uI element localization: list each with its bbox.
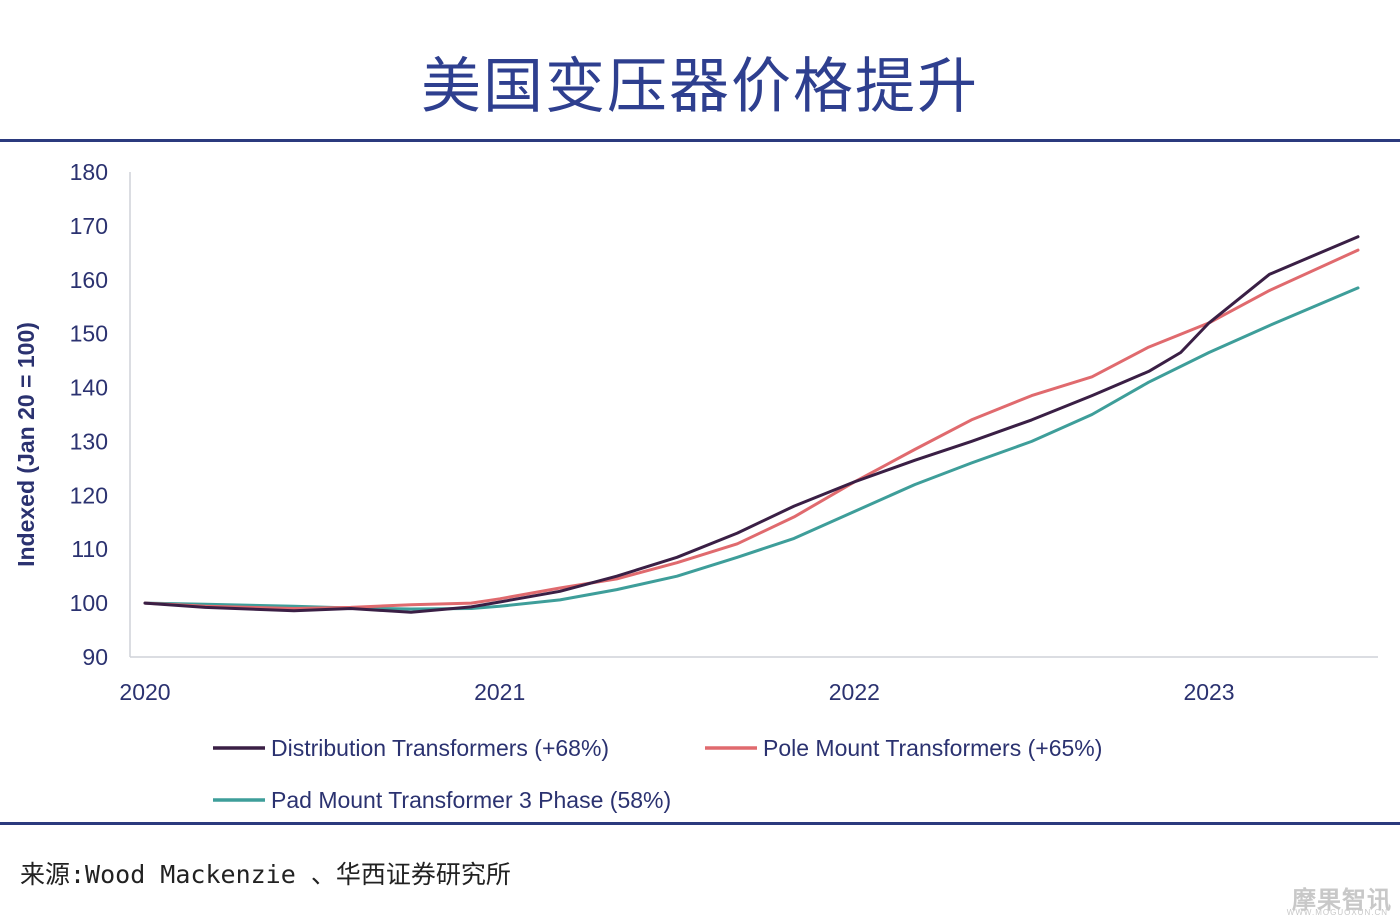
legend-label-1: Pole Mount Transformers (+65%) xyxy=(763,735,1102,761)
line-chart: 90 100 110 120 130 140 150 160 170 180 2020 2021 202… xyxy=(13,159,1378,813)
x-tick-label: 2022 xyxy=(829,679,880,705)
y-tick-label: 130 xyxy=(70,428,108,454)
page-title: 美国变压器价格提升 xyxy=(421,53,979,120)
y-tick-label: 110 xyxy=(71,536,108,562)
x-tick-label: 2023 xyxy=(1183,679,1234,705)
x-tick-label: 2020 xyxy=(119,679,170,705)
source-note: 来源:Wood Mackenzie 、华西证券研究所 xyxy=(20,860,511,889)
series-line-1 xyxy=(143,248,1360,610)
legend-label-0: Distribution Transformers (+68%) xyxy=(271,735,609,761)
bottom-divider xyxy=(0,822,1400,825)
y-tick-label: 150 xyxy=(70,321,108,347)
y-tick-label: 180 xyxy=(70,159,108,185)
watermark-logo: 摩果智讯 xyxy=(1292,887,1392,914)
legend-label-2: Pad Mount Transformer 3 Phase (58%) xyxy=(271,787,671,813)
y-tick-label: 160 xyxy=(70,267,108,293)
y-tick-label: 90 xyxy=(82,644,108,670)
y-tick-label: 100 xyxy=(70,590,108,616)
y-tick-label: 170 xyxy=(70,213,108,239)
top-divider xyxy=(0,139,1400,142)
series-line-0 xyxy=(143,235,1360,614)
x-tick-label: 2021 xyxy=(474,679,525,705)
y-axis-title: Indexed (Jan 20 = 100) xyxy=(13,322,39,567)
watermark-url: WWW.MOGUOXUN.CN xyxy=(1286,908,1388,917)
y-tick-label: 140 xyxy=(70,375,108,401)
y-tick-label: 120 xyxy=(70,482,108,508)
